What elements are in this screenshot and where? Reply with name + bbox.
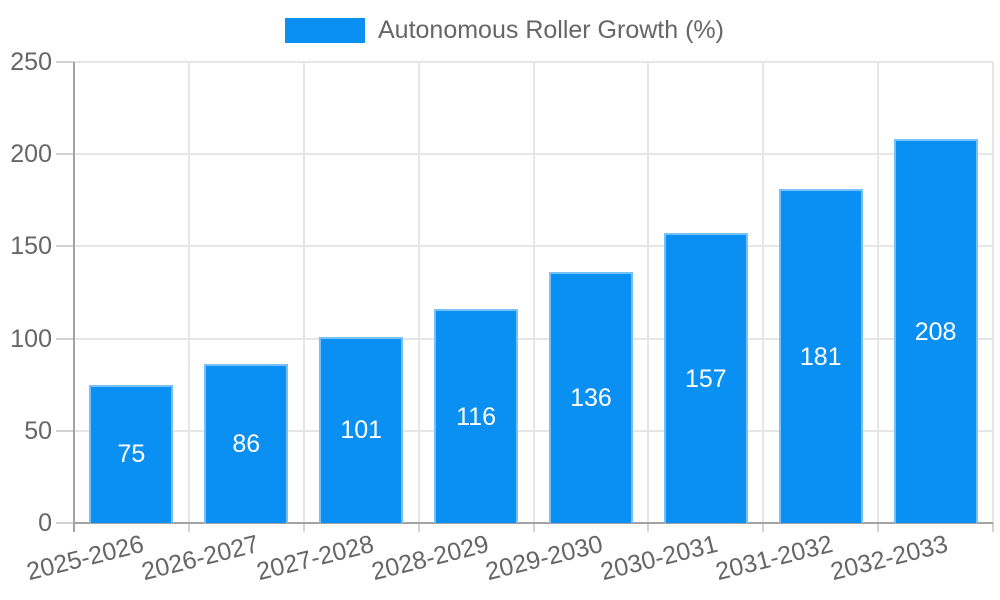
gridline-vertical (187, 62, 190, 523)
bar-2030-2031[interactable]: 157 (663, 233, 748, 523)
x-tick-mark (992, 523, 994, 532)
y-tick-mark (56, 522, 74, 524)
x-tick-label: 2030-2031 (598, 529, 721, 587)
y-tick-mark (56, 61, 74, 63)
x-axis-line (74, 522, 993, 524)
x-tick-mark (762, 523, 765, 532)
x-tick-label: 2028-2029 (368, 529, 492, 587)
gridline-vertical (877, 62, 880, 523)
bar-value-label: 75 (117, 440, 146, 469)
y-tick-mark (56, 429, 74, 432)
bar-value-label: 181 (799, 342, 842, 371)
y-tick-label: 150 (10, 232, 52, 261)
x-tick-mark (417, 523, 420, 532)
x-tick-mark (877, 523, 880, 532)
gridline-vertical (302, 62, 305, 523)
bar-value-label: 86 (232, 430, 261, 459)
bar-2026-2027[interactable]: 86 (204, 364, 289, 523)
y-tick-label: 250 (10, 48, 52, 76)
bar-2025-2026[interactable]: 75 (89, 384, 174, 523)
y-tick-label: 200 (10, 140, 52, 169)
x-tick-mark (532, 523, 535, 532)
y-axis-line (73, 62, 75, 525)
gridline-vertical (532, 62, 535, 523)
y-tick-label: 100 (10, 324, 52, 353)
bar-2028-2029[interactable]: 116 (434, 309, 519, 523)
gridline-vertical (417, 62, 420, 523)
legend[interactable]: Autonomous Roller Growth (%) (285, 18, 724, 43)
y-tick-mark (56, 337, 74, 340)
gridline-vertical (762, 62, 765, 523)
legend-label: Autonomous Roller Growth (%) (378, 16, 724, 44)
x-tick-label: 2026-2027 (138, 529, 262, 587)
y-tick-mark (56, 153, 74, 156)
x-tick-label: 2027-2028 (253, 529, 377, 587)
x-tick-mark (302, 523, 305, 532)
bar-2032-2033[interactable]: 208 (893, 139, 978, 523)
legend-swatch (285, 18, 365, 43)
x-tick-mark (187, 523, 190, 532)
x-tick-label: 2029-2030 (483, 529, 606, 587)
bar-value-label: 157 (684, 364, 727, 393)
y-tick-label: 50 (24, 416, 52, 445)
y-tick-mark (56, 245, 74, 248)
x-tick-mark (647, 523, 650, 532)
bar-2031-2032[interactable]: 181 (778, 189, 863, 523)
x-tick-label: 2032-2033 (827, 529, 951, 587)
bar-2027-2028[interactable]: 101 (319, 336, 404, 523)
x-tick-mark (73, 523, 75, 532)
bar-value-label: 116 (456, 402, 496, 431)
bar-value-label: 101 (340, 416, 383, 445)
x-tick-label: 2031-2032 (712, 529, 836, 587)
bar-2029-2030[interactable]: 136 (548, 272, 633, 523)
gridline-vertical (992, 62, 994, 523)
bar-value-label: 136 (570, 384, 612, 413)
bar-value-label: 208 (914, 317, 957, 346)
y-tick-label: 0 (38, 509, 52, 537)
gridline-vertical (647, 62, 650, 523)
